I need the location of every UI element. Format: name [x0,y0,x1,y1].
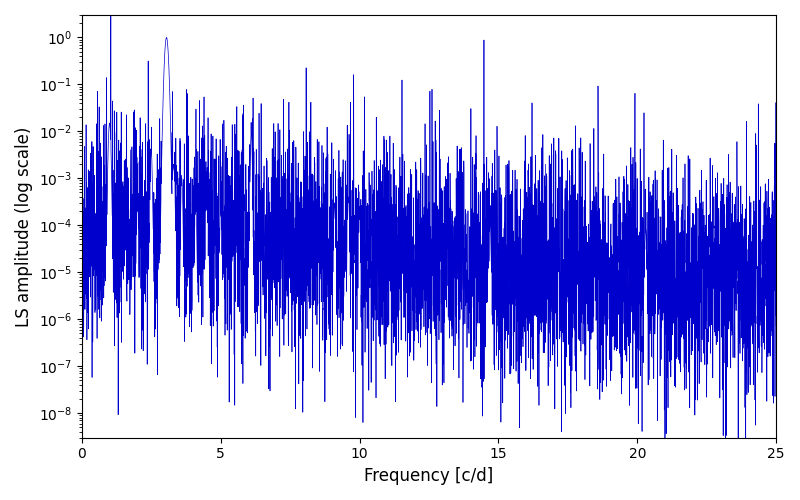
X-axis label: Frequency [c/d]: Frequency [c/d] [364,467,494,485]
Y-axis label: LS amplitude (log scale): LS amplitude (log scale) [15,126,33,326]
